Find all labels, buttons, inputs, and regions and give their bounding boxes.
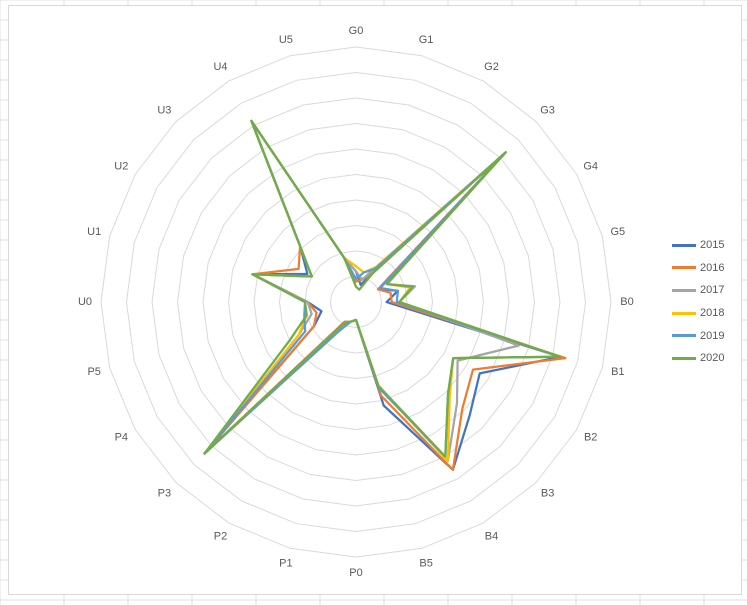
series-line-2016[interactable] bbox=[203, 119, 567, 471]
legend-swatch bbox=[672, 266, 696, 270]
axis-label-g5: G5 bbox=[610, 226, 625, 238]
legend-label: 2015 bbox=[700, 239, 725, 252]
axis-label-g1: G1 bbox=[419, 34, 434, 46]
legend-swatch bbox=[672, 243, 696, 247]
axis-label-u3: U3 bbox=[157, 104, 171, 116]
legend-swatch bbox=[672, 288, 696, 292]
legend-label: 2019 bbox=[700, 329, 725, 342]
radar-ring bbox=[227, 173, 485, 431]
axis-label-g3: G3 bbox=[540, 104, 555, 116]
radar-grid bbox=[100, 46, 612, 558]
axis-label-p4: P4 bbox=[115, 431, 128, 443]
legend-item-2019[interactable]: 2019 bbox=[672, 324, 742, 347]
series-line-2020[interactable] bbox=[203, 119, 562, 458]
chart-area[interactable] bbox=[8, 5, 742, 595]
axis-label-g2: G2 bbox=[484, 61, 499, 73]
axis-label-u5: U5 bbox=[279, 34, 293, 46]
axis-label-u1: U1 bbox=[87, 226, 101, 238]
axis-label-b1: B1 bbox=[611, 366, 624, 378]
legend-label: 2017 bbox=[700, 284, 725, 297]
legend-item-2017[interactable]: 2017 bbox=[672, 279, 742, 302]
radar-ring bbox=[202, 148, 510, 456]
axis-label-b3: B3 bbox=[541, 488, 554, 500]
axis-label-p2: P2 bbox=[214, 531, 227, 543]
radar-ring bbox=[125, 71, 587, 533]
axis-label-b0: B0 bbox=[620, 296, 633, 308]
legend-label: 2020 bbox=[700, 352, 725, 365]
radar-ring bbox=[278, 224, 434, 380]
axis-label-g4: G4 bbox=[583, 160, 598, 172]
legend[interactable]: 2015 2016 2017 2018 2019 2020 bbox=[672, 234, 742, 370]
legend-item-2018[interactable]: 2018 bbox=[672, 302, 742, 325]
axis-label-b5: B5 bbox=[419, 558, 432, 570]
radar-ring bbox=[176, 122, 536, 482]
axis-label-u4: U4 bbox=[213, 61, 227, 73]
axis-label-p5: P5 bbox=[87, 366, 100, 378]
legend-swatch bbox=[672, 356, 696, 360]
series-lines bbox=[203, 119, 567, 471]
axis-labels: G0 G1 G2 G3 G4 G5 B0 B1 B2 B3 B4 B5 P0 P1 P2 P3 P4 P5 U0 U1… bbox=[78, 25, 634, 579]
legend-label: 2016 bbox=[700, 261, 725, 274]
radar-ring bbox=[253, 199, 459, 405]
legend-swatch bbox=[672, 311, 696, 315]
legend-item-2015[interactable]: 2015 bbox=[672, 234, 742, 257]
axis-label-p3: P3 bbox=[158, 488, 171, 500]
legend-swatch bbox=[672, 334, 696, 338]
axis-label-g0: G0 bbox=[349, 25, 364, 37]
legend-item-2016[interactable]: 2016 bbox=[672, 257, 742, 280]
axis-label-b4: B4 bbox=[485, 531, 498, 543]
axis-label-p0: P0 bbox=[349, 567, 362, 579]
radar-ring bbox=[151, 97, 561, 507]
axis-label-b2: B2 bbox=[584, 431, 597, 443]
axis-label-p1: P1 bbox=[279, 558, 292, 570]
axis-label-u0: U0 bbox=[78, 296, 92, 308]
legend-item-2020[interactable]: 2020 bbox=[672, 347, 742, 370]
legend-label: 2018 bbox=[700, 307, 725, 320]
radar-ring bbox=[100, 46, 612, 558]
axis-label-u2: U2 bbox=[114, 160, 128, 172]
